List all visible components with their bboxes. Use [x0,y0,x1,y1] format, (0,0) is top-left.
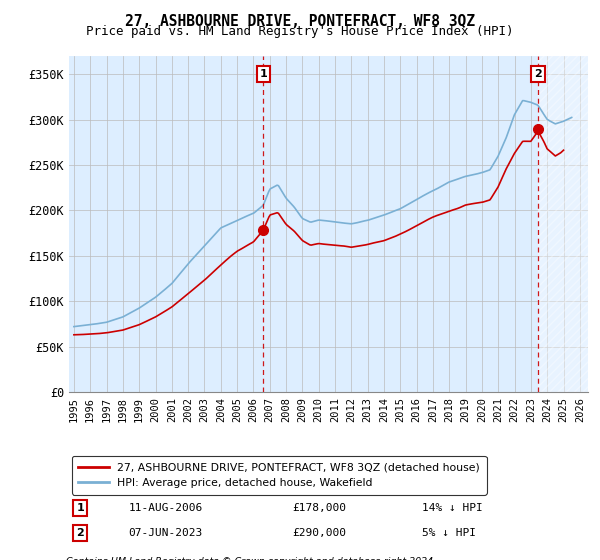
Text: £178,000: £178,000 [292,503,346,513]
Text: 1: 1 [259,69,267,79]
Bar [538,56,600,392]
Text: 14% ↓ HPI: 14% ↓ HPI [422,503,482,513]
Text: 11-AUG-2006: 11-AUG-2006 [128,503,203,513]
Text: 5% ↓ HPI: 5% ↓ HPI [422,528,476,538]
Text: 1: 1 [77,503,84,513]
Text: £290,000: £290,000 [292,528,346,538]
Text: Contains HM Land Registry data © Crown copyright and database right 2024.: Contains HM Land Registry data © Crown c… [67,557,437,560]
Text: 07-JUN-2023: 07-JUN-2023 [128,528,203,538]
Text: Price paid vs. HM Land Registry's House Price Index (HPI): Price paid vs. HM Land Registry's House … [86,25,514,38]
Legend: 27, ASHBOURNE DRIVE, PONTEFRACT, WF8 3QZ (detached house), HPI: Average price, d: 27, ASHBOURNE DRIVE, PONTEFRACT, WF8 3QZ… [72,456,487,494]
Text: 2: 2 [534,69,542,79]
Text: 2: 2 [77,528,84,538]
Text: 27, ASHBOURNE DRIVE, PONTEFRACT, WF8 3QZ: 27, ASHBOURNE DRIVE, PONTEFRACT, WF8 3QZ [125,14,475,29]
